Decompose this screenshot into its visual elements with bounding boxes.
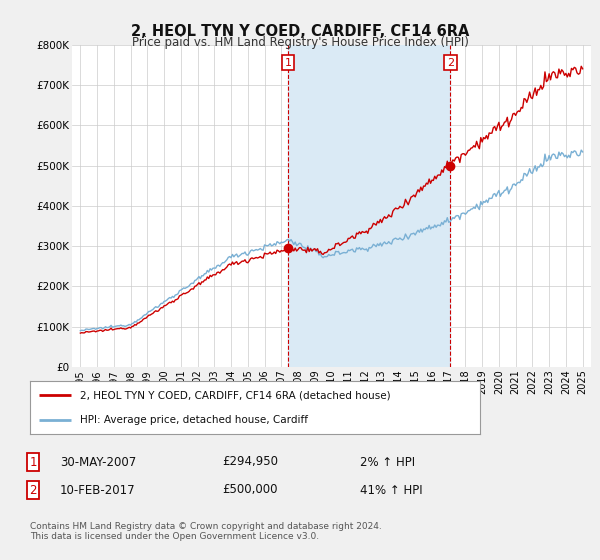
Bar: [288, 45, 451, 367]
Text: 41% ↑ HPI: 41% ↑ HPI: [360, 483, 422, 497]
Text: 1: 1: [284, 58, 292, 68]
Text: Price paid vs. HM Land Registry's House Price Index (HPI): Price paid vs. HM Land Registry's House …: [131, 36, 469, 49]
Text: £500,000: £500,000: [222, 483, 277, 497]
Text: 2, HEOL TYN Y COED, CARDIFF, CF14 6RA: 2, HEOL TYN Y COED, CARDIFF, CF14 6RA: [131, 24, 469, 39]
Text: 30-MAY-2007: 30-MAY-2007: [60, 455, 136, 469]
Text: £294,950: £294,950: [222, 455, 278, 469]
Text: 10-FEB-2017: 10-FEB-2017: [60, 483, 136, 497]
Text: Contains HM Land Registry data © Crown copyright and database right 2024.
This d: Contains HM Land Registry data © Crown c…: [30, 522, 382, 542]
Text: 1: 1: [29, 455, 37, 469]
Text: 2: 2: [29, 483, 37, 497]
Text: 2: 2: [447, 58, 454, 68]
Text: HPI: Average price, detached house, Cardiff: HPI: Average price, detached house, Card…: [79, 414, 308, 424]
Text: 2, HEOL TYN Y COED, CARDIFF, CF14 6RA (detached house): 2, HEOL TYN Y COED, CARDIFF, CF14 6RA (d…: [79, 390, 390, 400]
Text: 2% ↑ HPI: 2% ↑ HPI: [360, 455, 415, 469]
